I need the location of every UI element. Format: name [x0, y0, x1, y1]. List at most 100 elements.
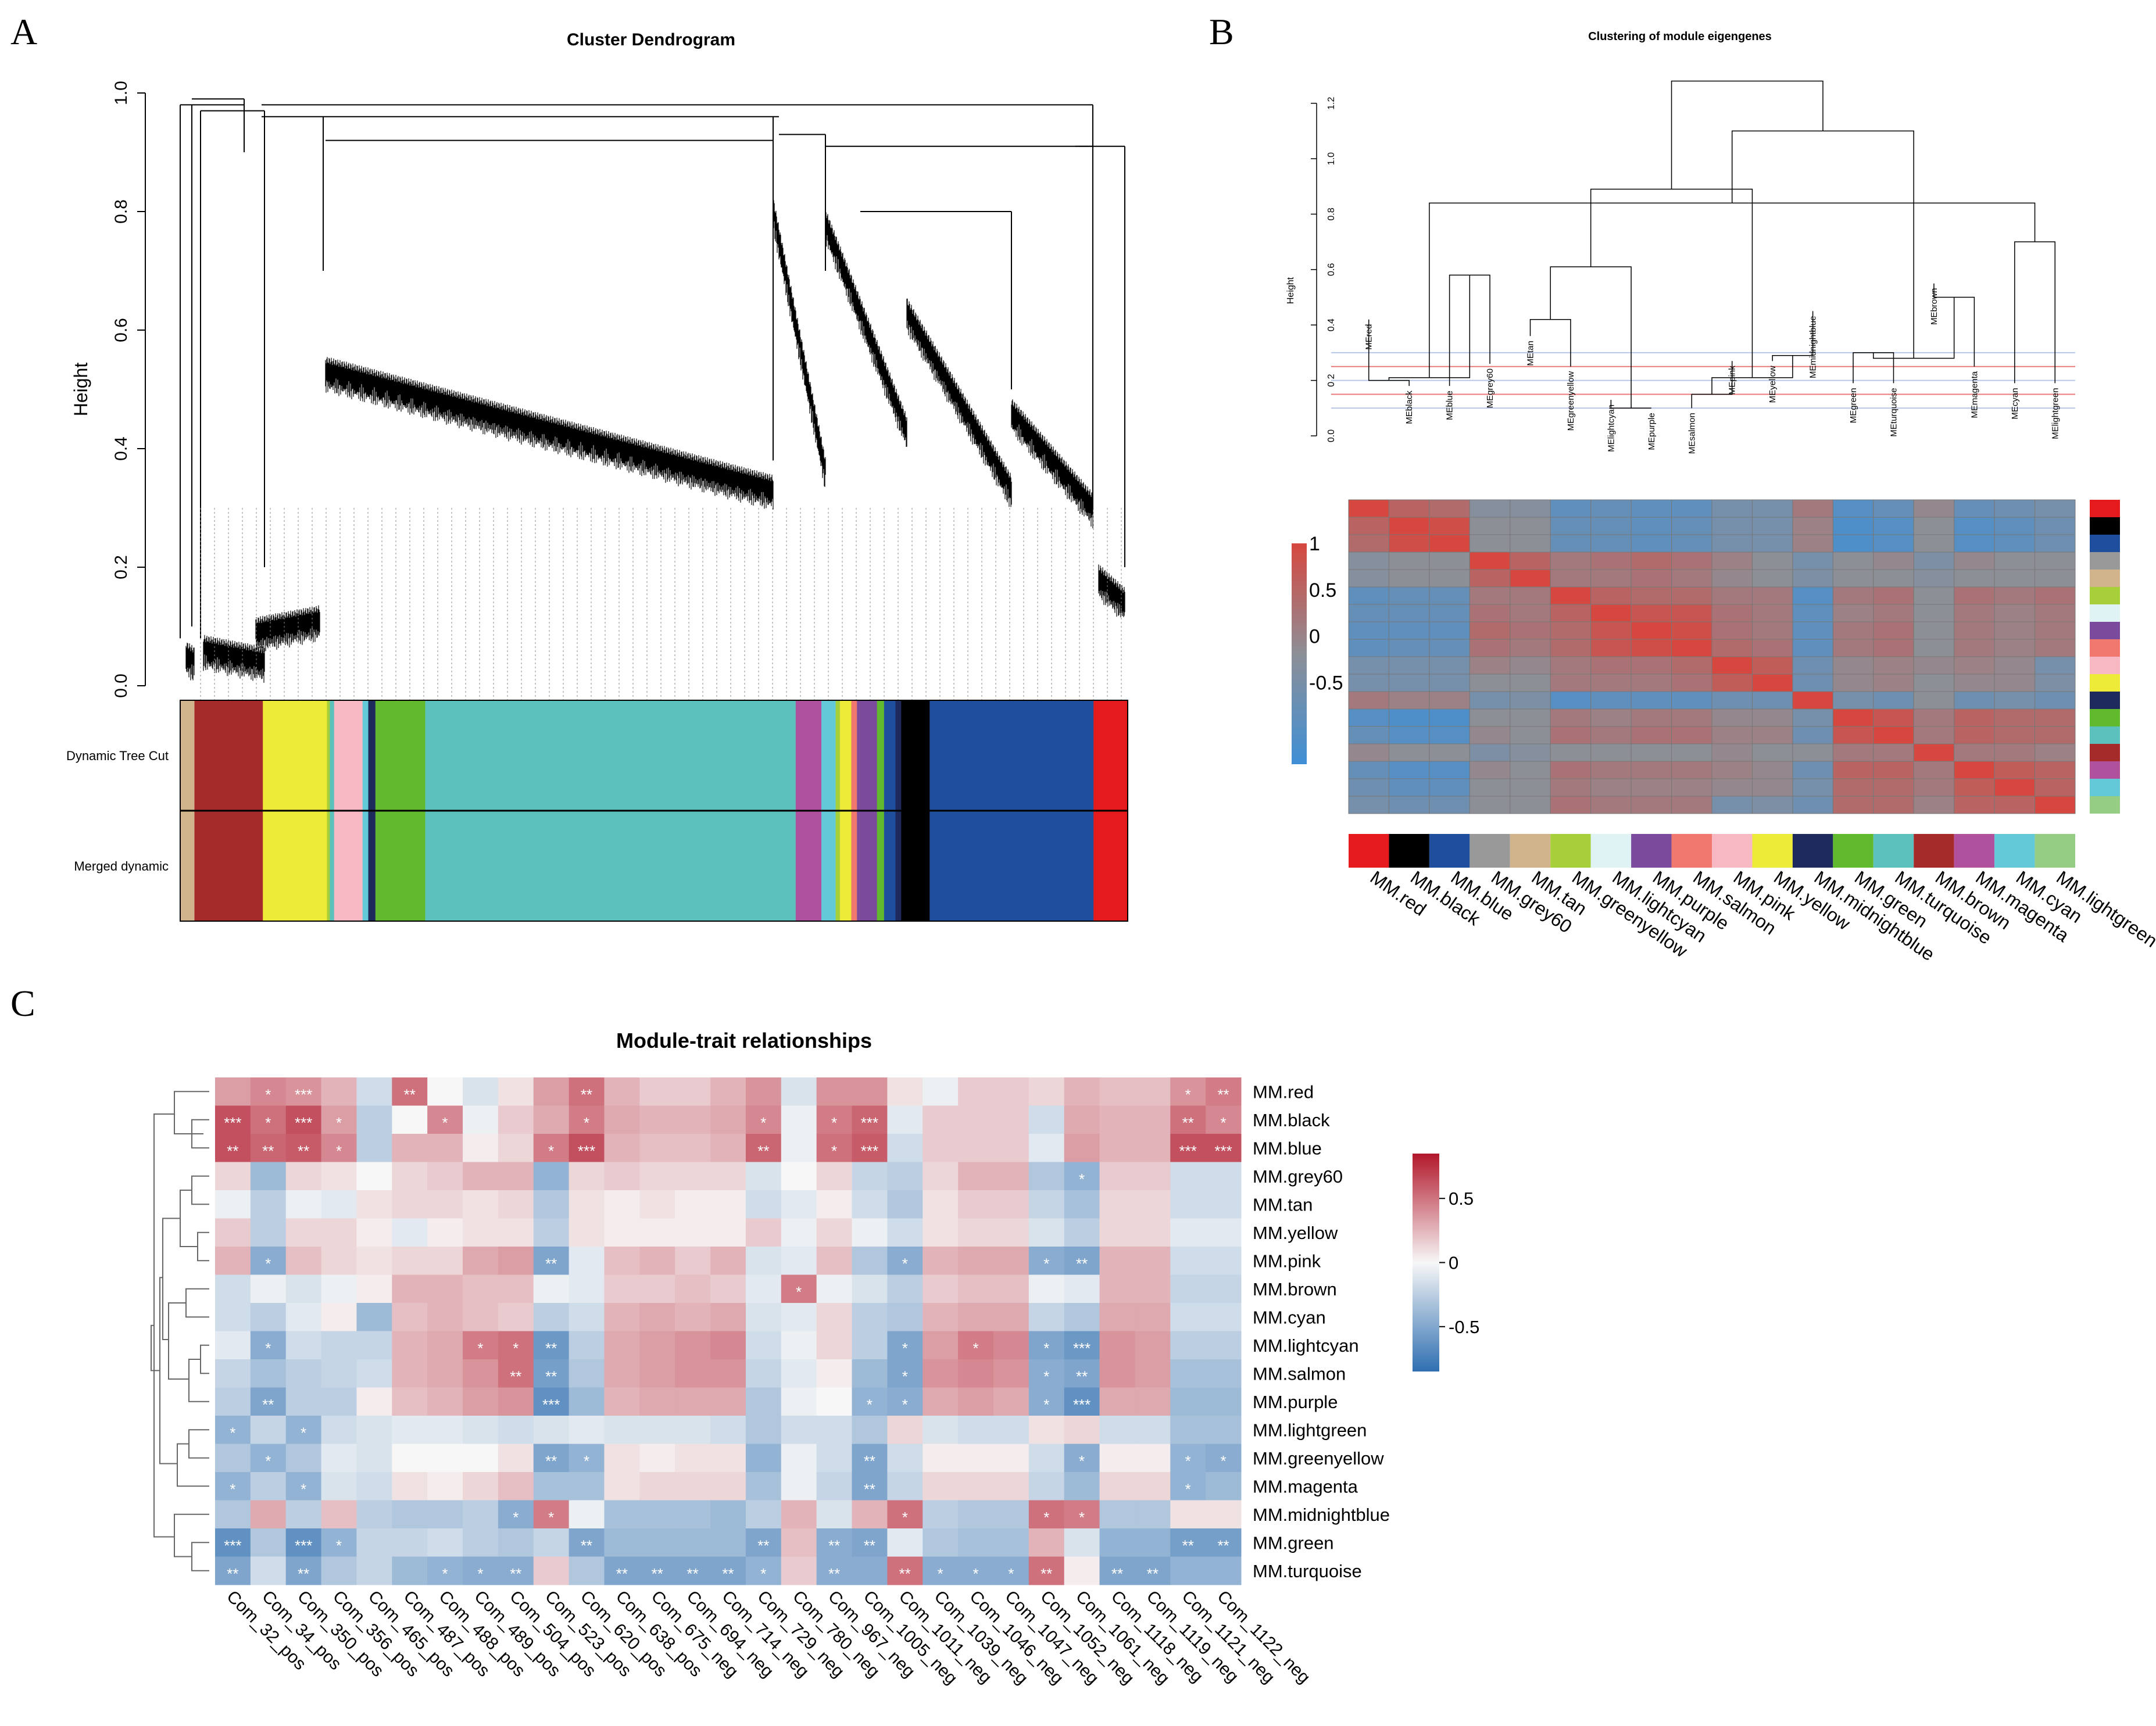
- c-significance-stars: **: [298, 1142, 309, 1159]
- c-heat-cell: [745, 1528, 782, 1557]
- b-heat-cell: [1590, 691, 1632, 710]
- c-heat-cell: [321, 1190, 357, 1219]
- c-heat-cell: [1170, 1500, 1206, 1529]
- c-heat-cell: [816, 1416, 853, 1444]
- b-heat-cell: [1469, 761, 1511, 779]
- b-heat-cell: [1873, 778, 1914, 797]
- c-heat-cell: [1099, 1247, 1135, 1275]
- c-significance-stars: *: [584, 1452, 589, 1470]
- c-heat-cell: [356, 1500, 392, 1529]
- b-heat-cell: [1913, 691, 1955, 710]
- b-dendro-branch: [1873, 297, 1955, 359]
- panel-c-title: Module-trait relationships: [616, 1029, 873, 1052]
- c-heat-cell: [1135, 1472, 1171, 1501]
- c-heat-cell: [285, 1500, 322, 1529]
- c-heat-cell: [923, 1303, 959, 1331]
- c-heat-cell: [1064, 1528, 1100, 1557]
- b-heat-cell: [1429, 691, 1470, 710]
- c-heat-cell: [639, 1247, 675, 1275]
- c-heat-cell: [569, 1331, 605, 1360]
- c-dendro-branch: [162, 1217, 180, 1341]
- b-heat-cell: [1510, 604, 1551, 622]
- c-row-label: MM.pink: [1253, 1251, 1321, 1271]
- c-heat-cell: [321, 1218, 357, 1247]
- c-heat-cell: [463, 1472, 499, 1501]
- c-significance-stars: **: [1076, 1255, 1088, 1272]
- c-heat-cell: [250, 1134, 287, 1162]
- c-heat-cell: [498, 1190, 534, 1219]
- c-heat-cell: [816, 1134, 853, 1162]
- b-row-swatch-midnightblue: [2090, 692, 2120, 709]
- c-heat-cell: [1170, 1528, 1206, 1557]
- b-heat-cell: [1631, 499, 1672, 518]
- c-heat-cell: [533, 1077, 570, 1106]
- c-dendro-branch: [197, 1231, 209, 1262]
- b-heat-cell: [1954, 708, 1995, 727]
- b-heat-cell: [2035, 604, 2076, 622]
- b-heat-cell: [1792, 604, 1833, 622]
- c-dendro-branch: [174, 1513, 209, 1557]
- b-heat-cell: [1792, 586, 1833, 605]
- c-heat-cell: [675, 1162, 711, 1191]
- c-heat-cell: [887, 1105, 923, 1134]
- b-heat-cell: [1751, 691, 1793, 710]
- c-heat-cell: [427, 1134, 463, 1162]
- c-significance-stars: **: [1111, 1565, 1123, 1582]
- b-col-swatch-midnightblue: [1792, 834, 1833, 868]
- b-heat-cell: [1671, 778, 1712, 797]
- b-heat-cell: [1954, 691, 1995, 710]
- b-heat-cell: [1631, 674, 1672, 692]
- c-heat-cell: [1170, 1162, 1206, 1191]
- module-bar-merged-green: [375, 811, 426, 921]
- b-y-tick-label: 0.8: [1327, 207, 1336, 220]
- b-heat-cell: [1832, 743, 1874, 762]
- module-trait-heatmap: * *** ** ** * ***** * *** * * * * * *** ** *** ** ** * * ***…: [151, 1077, 1479, 1688]
- c-heat-cell: [427, 1105, 463, 1134]
- c-significance-stars: ***: [542, 1396, 560, 1413]
- c-heat-cell: [1064, 1274, 1100, 1304]
- b-heat-cell: [1832, 691, 1874, 710]
- c-heat-cell: [533, 1387, 570, 1416]
- c-heat-cell: [285, 1190, 322, 1219]
- c-heat-cell: [816, 1387, 853, 1416]
- c-heat-cell: [745, 1331, 782, 1360]
- c-heat-cell: [993, 1274, 1029, 1304]
- module-bar-dynamic-green: [375, 700, 426, 811]
- b-heat-cell: [1388, 656, 1430, 675]
- b-heat-cell: [1631, 743, 1672, 762]
- c-heat-cell: [816, 1303, 853, 1331]
- c-heat-cell: [1064, 1444, 1100, 1473]
- b-heat-cell: [1711, 639, 1753, 657]
- b-dendro-branch: [1429, 202, 2036, 378]
- c-heat-cell: [604, 1416, 640, 1444]
- b-heat-cell: [1711, 656, 1753, 675]
- b-heat-cell: [1388, 499, 1430, 518]
- c-heat-cell: [781, 1247, 817, 1275]
- module-bar-merged-salmon: [851, 811, 857, 921]
- c-significance-stars: **: [545, 1340, 557, 1357]
- c-heat-cell: [1028, 1105, 1065, 1134]
- c-heat-cell: [604, 1077, 640, 1106]
- c-heat-cell: [498, 1387, 534, 1416]
- c-heat-cell: [285, 1105, 322, 1134]
- b-heat-cell: [1429, 586, 1470, 605]
- b-heat-cell: [1873, 656, 1914, 675]
- c-heat-cell: [958, 1331, 994, 1360]
- b-heat-cell: [1873, 674, 1914, 692]
- b-heat-cell: [1954, 639, 1995, 657]
- c-heat-cell: [745, 1416, 782, 1444]
- c-significance-stars: *: [513, 1509, 519, 1526]
- b-heat-cell: [1994, 586, 2036, 605]
- c-significance-stars: *: [1221, 1114, 1227, 1131]
- c-heat-cell: [285, 1387, 322, 1416]
- c-significance-stars: **: [652, 1565, 663, 1582]
- module-bar-dynamic-midnightblue: [368, 700, 376, 811]
- b-heat-cell: [1631, 621, 1672, 640]
- b-heat-cell: [1832, 621, 1874, 640]
- b-heat-cell: [1631, 586, 1672, 605]
- c-heat-cell: [816, 1190, 853, 1219]
- c-heat-cell: [1064, 1387, 1100, 1416]
- c-heat-cell: [745, 1444, 782, 1473]
- c-heat-cell: [675, 1528, 711, 1557]
- b-heat-cell: [1590, 708, 1632, 727]
